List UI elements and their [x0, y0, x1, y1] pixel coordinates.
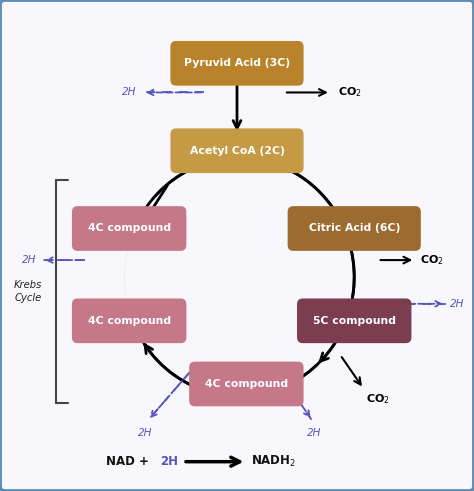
FancyBboxPatch shape [288, 206, 421, 251]
Text: 2H: 2H [138, 428, 153, 437]
Text: Krebs
Cycle: Krebs Cycle [14, 280, 43, 303]
Text: 2H: 2H [450, 299, 465, 309]
Text: 5C compound: 5C compound [313, 316, 396, 326]
Text: 2H: 2H [307, 428, 321, 437]
Text: 4C compound: 4C compound [88, 316, 171, 326]
FancyBboxPatch shape [72, 206, 186, 251]
Text: 4C compound: 4C compound [205, 379, 288, 389]
FancyBboxPatch shape [189, 361, 303, 407]
Text: 4C compound: 4C compound [88, 223, 171, 234]
Text: 2H: 2H [122, 87, 136, 97]
Text: CO$_2$: CO$_2$ [420, 253, 444, 267]
FancyBboxPatch shape [72, 299, 186, 343]
FancyBboxPatch shape [171, 41, 303, 85]
FancyBboxPatch shape [171, 129, 303, 173]
Text: Acetyl CoA (2C): Acetyl CoA (2C) [190, 146, 284, 156]
Text: NADH$_2$: NADH$_2$ [251, 454, 296, 469]
Text: 2H: 2H [22, 255, 36, 265]
Text: CO$_2$: CO$_2$ [366, 392, 390, 406]
Text: NAD +: NAD + [106, 455, 148, 468]
Text: Citric Acid (6C): Citric Acid (6C) [309, 223, 400, 234]
Text: Pyruvid Acid (3C): Pyruvid Acid (3C) [184, 58, 290, 68]
FancyBboxPatch shape [297, 299, 411, 343]
Text: 2H: 2H [160, 455, 178, 468]
Text: CO$_2$: CO$_2$ [338, 85, 362, 99]
